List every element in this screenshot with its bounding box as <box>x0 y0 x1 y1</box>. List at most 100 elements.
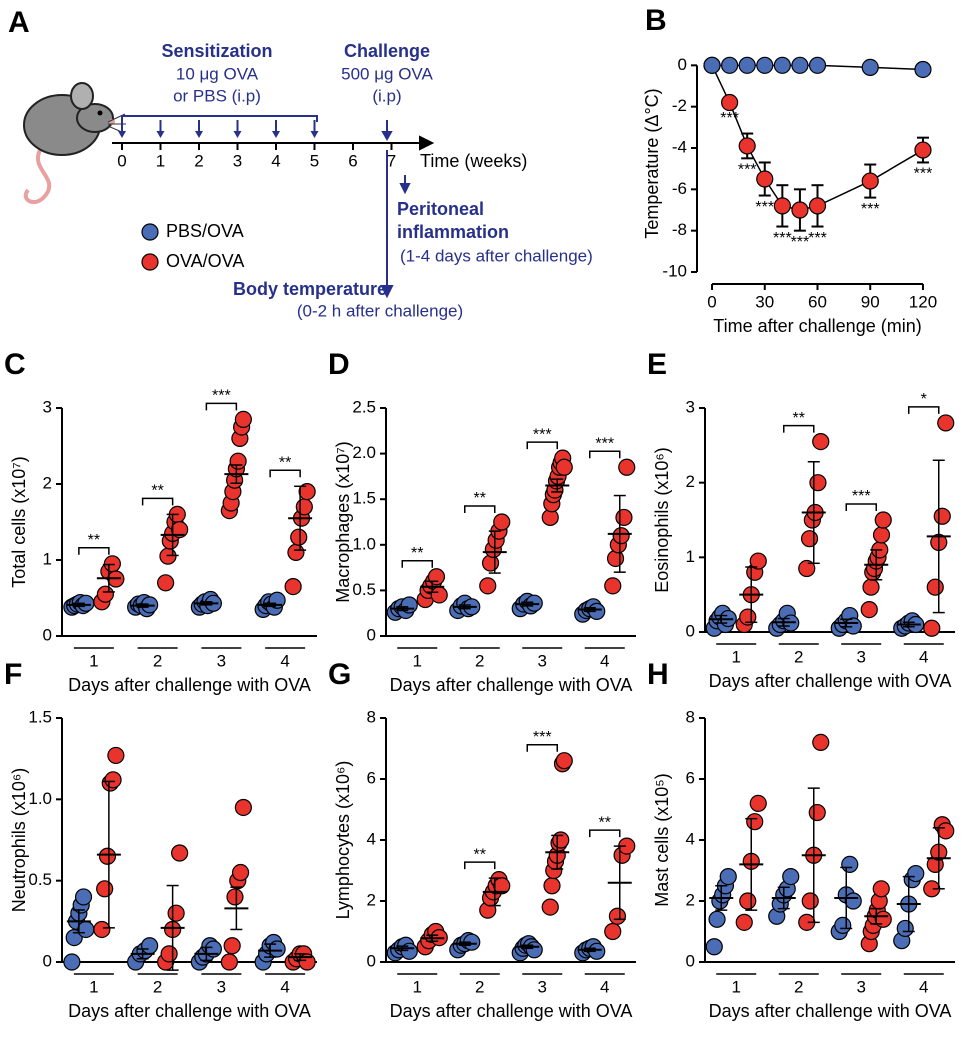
x-tick-label: 3 <box>538 651 547 670</box>
significance: *** <box>914 166 933 183</box>
y-axis-label: Temperature (Δ°C) <box>642 88 662 238</box>
point <box>937 822 955 840</box>
panel-letter: H <box>647 658 669 691</box>
point <box>171 844 189 862</box>
point <box>773 56 791 74</box>
significance-bracket <box>589 829 621 838</box>
point <box>896 919 914 938</box>
point <box>229 452 247 470</box>
point <box>812 433 830 451</box>
panel-letter: A <box>8 6 30 39</box>
point <box>862 578 880 596</box>
x-tick-label: 1 <box>89 977 98 996</box>
panel-letter: E <box>647 348 667 381</box>
point <box>809 474 827 492</box>
arrow-head <box>156 131 165 138</box>
significance-bracket <box>783 424 815 433</box>
point <box>721 56 739 74</box>
timeline-tick-label: 2 <box>194 151 203 170</box>
point <box>791 201 809 219</box>
y-tick-label: 1 <box>686 547 695 566</box>
y-tick-label: 1.5 <box>352 489 376 508</box>
legend-label: OVA/OVA <box>166 251 244 271</box>
point <box>735 913 753 931</box>
point <box>555 752 573 770</box>
x-tick-label: 3 <box>217 977 226 996</box>
x-tick-label: 90 <box>861 292 880 311</box>
point <box>284 577 302 596</box>
point <box>268 940 286 958</box>
point <box>604 577 622 595</box>
timeline <box>112 135 435 151</box>
challenge-line: 500 μg OVA <box>341 64 433 83</box>
y-tick-label: 3 <box>43 397 52 416</box>
significance: *** <box>773 230 792 247</box>
point <box>834 916 852 935</box>
point <box>933 507 951 525</box>
y-tick-label: -6 <box>672 179 687 198</box>
x-tick-label: 3 <box>857 647 866 666</box>
x-axis-label: Days after challenge with OVA <box>390 1001 633 1021</box>
peritoneal-title: Peritoneal <box>397 199 484 219</box>
point <box>738 137 756 155</box>
y-tick-label: 8 <box>686 707 695 726</box>
point <box>756 56 774 74</box>
significance-bracket <box>269 469 301 478</box>
y-axis-label: Neutrophils (x10⁶) <box>9 768 29 912</box>
y-tick-label: 0 <box>678 55 687 74</box>
x-tick-label: 2 <box>794 647 803 666</box>
significance: *** <box>720 110 739 127</box>
point <box>159 547 177 565</box>
timeline-tick-label: 6 <box>348 151 357 170</box>
x-axis-label: Days after challenge with OVA <box>709 671 952 691</box>
body-temp-note: (0-2 h after challenge) <box>297 301 463 320</box>
significance-bracket <box>205 402 238 411</box>
point <box>234 798 252 817</box>
significance-bracket <box>464 861 496 870</box>
point <box>541 898 559 916</box>
y-tick-label: 0 <box>686 951 695 970</box>
point <box>739 892 757 910</box>
y-axis-label: Mast cells (x10⁵) <box>652 773 672 907</box>
y-tick-label: 2 <box>43 473 52 492</box>
significance-bracket <box>526 743 558 752</box>
point <box>874 910 892 928</box>
point <box>160 945 178 963</box>
x-tick-label: 0 <box>707 292 716 311</box>
significance-bracket <box>589 450 621 459</box>
timeline-tick-label: 5 <box>310 151 319 170</box>
y-tick-label: 3 <box>686 397 695 416</box>
significance: *** <box>533 426 552 443</box>
point <box>808 56 827 74</box>
x-axis-label: Days after challenge with OVA <box>68 675 311 695</box>
y-axis-label: Lymphocytes (x10⁶) <box>333 761 353 920</box>
y-axis-label: Macrophages (x10⁷) <box>333 441 353 603</box>
point <box>923 619 941 637</box>
point <box>234 410 252 428</box>
x-axis-label: Days after challenge with OVA <box>390 675 633 695</box>
y-tick-label: 4 <box>686 829 695 848</box>
point <box>493 513 511 531</box>
arrow-head <box>272 131 280 138</box>
point <box>937 414 955 432</box>
significance: *** <box>755 199 774 216</box>
x-tick-label: 2 <box>794 977 803 996</box>
x-tick-label: 3 <box>217 651 226 670</box>
significance: *** <box>861 201 880 218</box>
point <box>861 58 879 77</box>
y-tick-label: 6 <box>367 768 376 787</box>
timeline-tick-label: 4 <box>271 151 280 170</box>
significance-bracket <box>401 559 433 568</box>
x-tick-label: 4 <box>600 651 609 670</box>
point <box>290 528 308 546</box>
point <box>220 953 238 971</box>
y-tick-label: 0 <box>367 951 376 970</box>
point <box>104 771 122 789</box>
x-tick-label: 30 <box>755 292 774 311</box>
y-tick-label: 2.5 <box>352 397 376 416</box>
x-axis-label: Days after challenge with OVA <box>709 1001 952 1021</box>
panel-letter: F <box>4 658 22 691</box>
x-tick-label: 3 <box>538 977 547 996</box>
peritoneal-title: inflammation <box>397 222 509 242</box>
